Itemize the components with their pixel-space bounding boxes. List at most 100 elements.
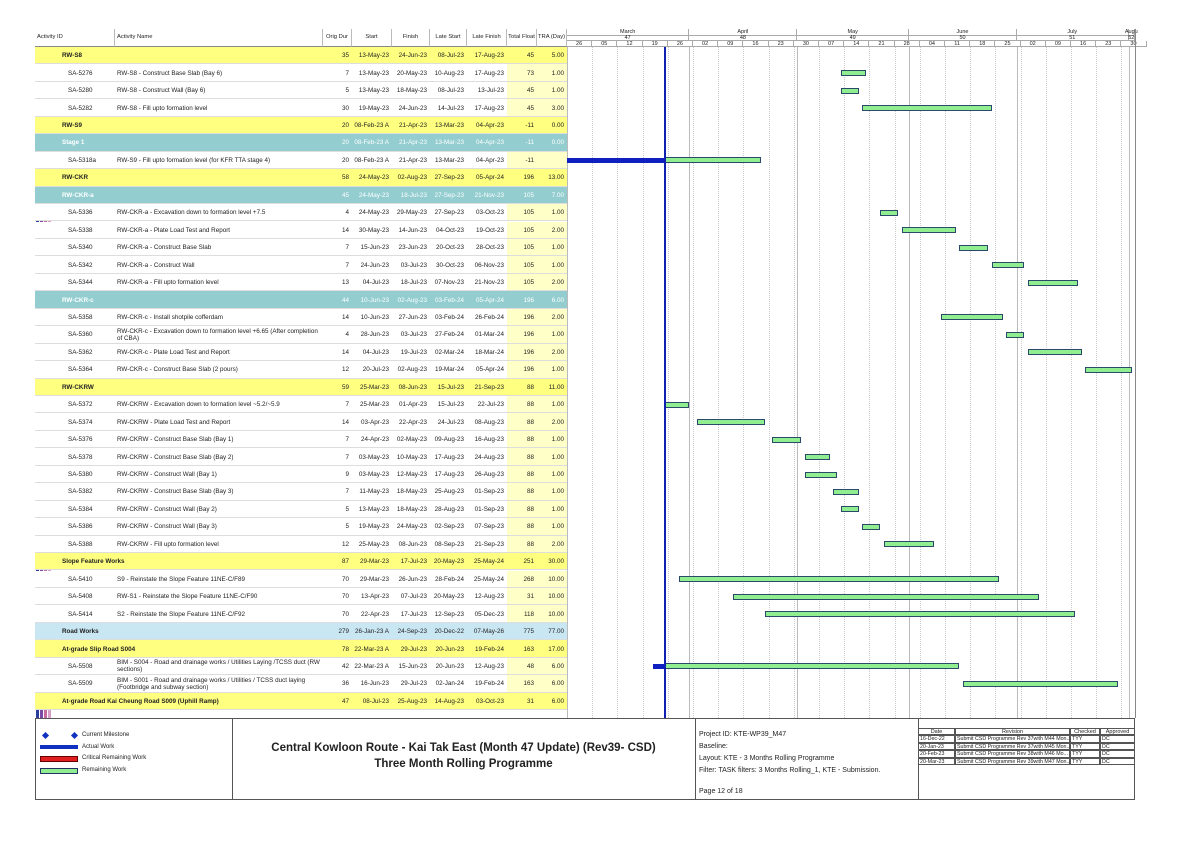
week-line <box>1121 47 1123 718</box>
activity-name: RW-S9 - Fill upto formation level (for K… <box>117 156 271 164</box>
activity-name: RW-S1 - Reinstate the Slope Feature 11NE… <box>117 593 258 601</box>
cell-dur: 30 <box>341 104 349 112</box>
cell-dur: 4 <box>345 331 349 339</box>
row-bg <box>35 605 567 623</box>
panel-divider <box>232 718 233 800</box>
remaining-bar <box>880 209 899 216</box>
activity-id: SA-5380 <box>68 471 93 479</box>
activity-name: RW-CKRW - Construct Wall (Bay 2) <box>117 505 217 513</box>
period-label: 52 <box>1128 35 1135 41</box>
cell-start: 25-Mar-23 <box>359 401 389 409</box>
row-bg <box>35 186 567 205</box>
cell-late-start: 25-Aug-23 <box>434 488 464 496</box>
week-line <box>919 47 921 718</box>
day-label: 18 <box>970 41 996 47</box>
cell-late-start: 15-Jul-23 <box>437 383 464 391</box>
month-line <box>797 47 799 718</box>
week-line <box>869 47 871 718</box>
cell-float: 88 <box>526 436 534 444</box>
activity-id: SA-5282 <box>68 104 93 112</box>
cell-float: 118 <box>523 610 534 618</box>
row-bg <box>35 378 567 396</box>
cell-float: 775 <box>523 628 534 636</box>
activity-name: S9 - Reinstate the Slope Feature 11NE-C/… <box>117 575 245 583</box>
revision-header: Date <box>918 728 955 735</box>
row-bg <box>35 657 567 676</box>
float-cell-bg <box>507 151 567 170</box>
cell-dur: 20 <box>341 122 349 130</box>
cell-dur: 14 <box>341 418 349 426</box>
remaining-bar <box>1027 349 1082 356</box>
cell-late-finish: 07-Sep-23 <box>474 523 504 531</box>
row-bg <box>35 221 567 239</box>
float-cell-bg <box>507 675 567 693</box>
cell-late-finish: 21-Sep-23 <box>474 540 504 548</box>
activity-name: BIM - S004 - Road and drainage works / U… <box>117 659 320 674</box>
cell-float: 31 <box>526 697 534 705</box>
activity-id: SA-5360 <box>68 331 93 339</box>
row-bg <box>35 343 567 362</box>
float-cell-bg <box>507 657 567 676</box>
cell-dur: 9 <box>345 471 349 479</box>
cell-dur: 70 <box>341 575 349 583</box>
week-line <box>793 47 795 718</box>
cell-dur: 36 <box>341 680 349 688</box>
cell-float: 73 <box>526 69 534 77</box>
activity-name: RW-CKRW - Construct Wall (Bay 3) <box>117 523 217 531</box>
cell-float: 88 <box>526 471 534 479</box>
cell-late-finish: 04-Apr-23 <box>475 156 504 164</box>
float-cell-bg <box>507 99 567 117</box>
cell-start: 08-Feb-23 A <box>354 156 389 164</box>
activity-name: RW-S8 - Fill upto formation level <box>117 104 208 112</box>
cell-late-start: 27-Feb-24 <box>434 331 464 339</box>
day-label: 30 <box>793 41 819 47</box>
period-label: 47 <box>567 35 690 41</box>
cell-start: 03-May-23 <box>358 453 389 461</box>
remaining-bar <box>840 70 866 77</box>
cell-start: 22-Apr-23 <box>360 610 389 618</box>
activity-id: SA-5378 <box>68 453 93 461</box>
week-line <box>617 47 619 718</box>
activity-id: RW-CKR <box>62 174 88 182</box>
float-cell-bg <box>507 535 567 554</box>
cell-finish: 21-Apr-23 <box>398 156 427 164</box>
month-label: Augu <box>1124 29 1138 36</box>
activity-id: SA-5374 <box>68 418 93 426</box>
row-bg <box>35 535 567 554</box>
row-bg <box>35 256 567 274</box>
cell-tra: 77.00 <box>548 628 564 636</box>
revision-cell: DC <box>1100 757 1135 765</box>
revision-cell: 20-Jan-23 <box>918 742 955 750</box>
legend-label: Actual Work <box>82 743 115 750</box>
cell-late-start: 09-Aug-23 <box>434 436 464 444</box>
cell-tra: 7.00 <box>551 191 564 199</box>
cell-dur: 7 <box>345 401 349 409</box>
month-label: April <box>689 29 798 36</box>
remaining-bar <box>840 87 859 94</box>
cell-finish: 22-Apr-23 <box>398 418 427 426</box>
cell-late-finish: 24-Aug-23 <box>474 453 504 461</box>
week-line <box>970 47 972 718</box>
remaining-bar <box>696 419 765 426</box>
cell-tra: 10.00 <box>548 593 564 601</box>
activity-id: SA-5358 <box>68 313 93 321</box>
row-bg <box>35 238 567 257</box>
remaining-bar <box>1006 331 1025 338</box>
cell-start: 10-Jun-23 <box>360 313 389 321</box>
month-line <box>689 47 691 718</box>
float-cell-bg <box>507 308 567 327</box>
revision-cell: Submit CSD Programme Rev 38with M46 Mo..… <box>955 750 1070 758</box>
cell-late-start: 12-Sep-23 <box>434 610 464 618</box>
cell-tra: 1.00 <box>551 209 564 217</box>
week-line <box>945 47 946 718</box>
row-bg <box>35 291 567 309</box>
legend-label: Current Milestone <box>82 732 130 738</box>
week-line <box>642 47 644 718</box>
column-header: Finish <box>392 29 430 47</box>
month-label: June <box>909 29 1017 36</box>
cell-late-finish: 21-Nov-23 <box>474 191 504 199</box>
cell-dur: 42 <box>341 662 349 670</box>
cell-late-start: 20-May-23 <box>433 593 464 601</box>
row-bg <box>35 500 567 519</box>
cell-tra: 1.00 <box>551 401 564 409</box>
